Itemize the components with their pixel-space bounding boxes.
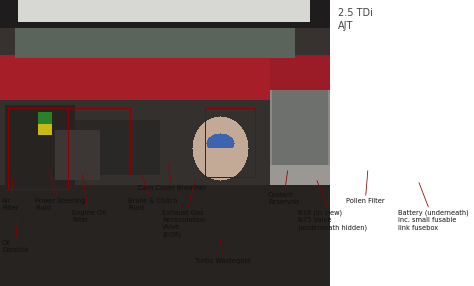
Text: Battery (underneath)
inc. small fusable
link fusebox: Battery (underneath) inc. small fusable … <box>398 182 469 231</box>
Text: N18 (in view)
N75 Valve
(underneath hidden): N18 (in view) N75 Valve (underneath hidd… <box>298 180 367 231</box>
Text: Pollen Filter: Pollen Filter <box>346 171 384 204</box>
Text: Power Steering
Fluid: Power Steering Fluid <box>35 171 85 211</box>
Text: Air
Filter: Air Filter <box>2 173 18 211</box>
Text: Coolant
Reservoir: Coolant Reservoir <box>268 171 300 205</box>
Bar <box>330 0 474 286</box>
Text: 2.5 TDi: 2.5 TDi <box>338 8 373 18</box>
Text: Exhaust Gas
Recirculation
Valve
(EGR): Exhaust Gas Recirculation Valve (EGR) <box>162 181 205 237</box>
Text: AJT: AJT <box>338 21 354 31</box>
Text: Oil
Dipstick: Oil Dipstick <box>2 217 28 253</box>
Text: Engine Oil
Filter: Engine Oil Filter <box>72 175 106 223</box>
Text: Brake & Clutch
Fluid: Brake & Clutch Fluid <box>128 173 178 211</box>
Text: Turbo Wastegate: Turbo Wastegate <box>195 241 251 264</box>
Text: Cam Cover Breather: Cam Cover Breather <box>138 166 206 191</box>
